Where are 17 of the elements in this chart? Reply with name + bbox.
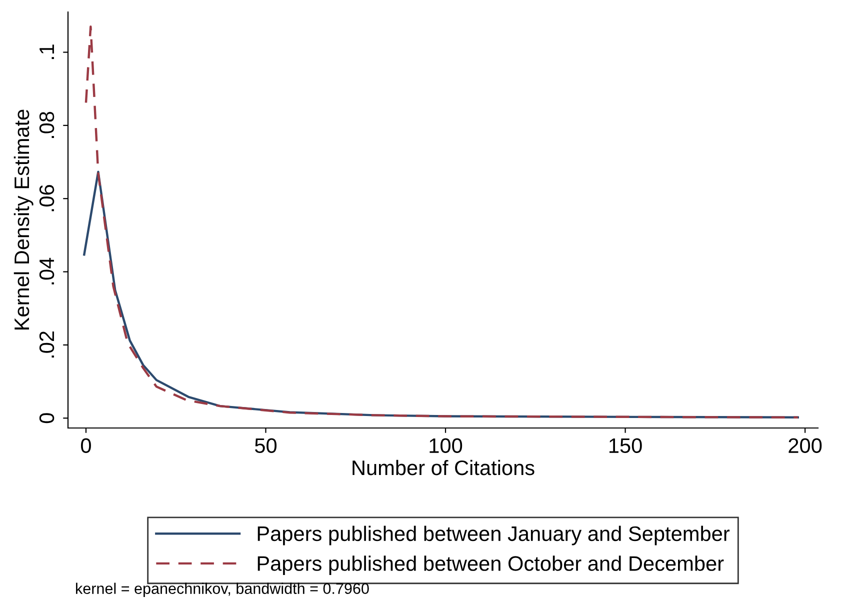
- text: kernel = epanechnikov, bandwidth = 0.7960: [76, 582, 369, 597]
- x-tick-label: 50: [254, 438, 277, 454]
- y-tick-label: .08: [39, 112, 54, 138]
- x-tick-label: 150: [609, 438, 642, 454]
- legend-label: Papers published between October and December: [258, 556, 724, 576]
- y-tick-label: .1: [40, 44, 54, 60]
- y-axis-title: Kernel Density Estimate: [14, 110, 34, 330]
- x-tick-label: 0: [81, 438, 91, 454]
- x-tick-label: 200: [788, 438, 822, 454]
- x-axis-title: Number of Citations: [352, 460, 534, 476]
- y-tick-label: .06: [39, 185, 54, 212]
- line-series: [84, 26, 799, 418]
- y-tick-label: .04: [39, 258, 54, 284]
- y-tick-label: .02: [39, 332, 54, 358]
- y-tick-label: 0: [39, 413, 54, 424]
- x-tick-label: 100: [430, 438, 462, 454]
- legend-label: Papers published between January and September: [258, 526, 730, 546]
